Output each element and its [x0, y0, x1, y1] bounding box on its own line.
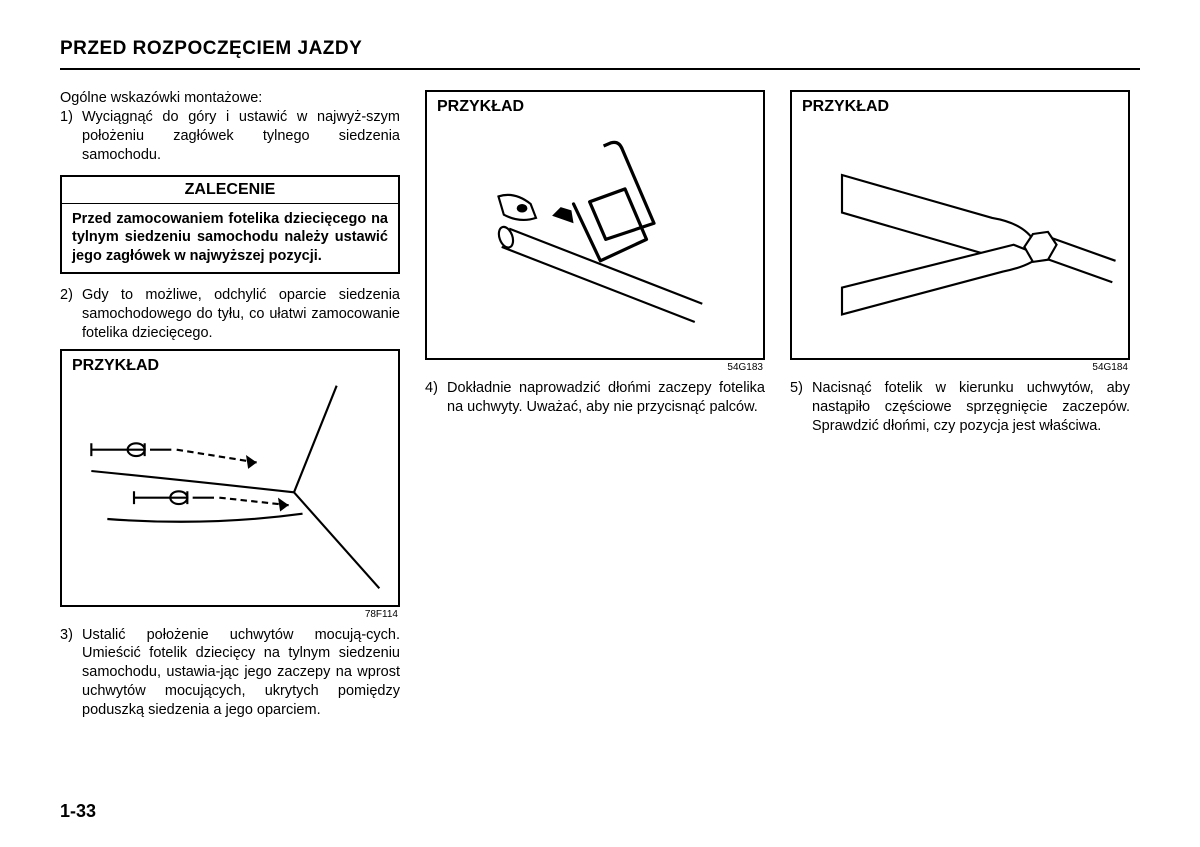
column-3: PRZYKŁAD 54G184 5) Nacisnąć fotelik w ki…	[790, 90, 1130, 726]
list-number: 1)	[60, 108, 82, 165]
list-number: 4)	[425, 379, 447, 417]
column-2: PRZYKŁAD 54G183	[425, 90, 765, 726]
list-text: Nacisnąć fotelik w kierunku uchwytów, ab…	[812, 379, 1130, 436]
column-1: Ogólne wskazówki montażowe: 1) Wyciągnąć…	[60, 90, 400, 726]
figure-code: 54G184	[790, 362, 1130, 373]
figure-label: PRZYKŁAD	[792, 92, 1128, 116]
list-item-2: 2) Gdy to możliwe, odchylić oparcie sied…	[60, 286, 400, 343]
figure-illustration	[427, 116, 763, 352]
content-area: Ogólne wskazówki montażowe: 1) Wyciągnąć…	[60, 90, 1140, 726]
figure-box-2: PRZYKŁAD	[425, 90, 765, 360]
header-divider	[60, 68, 1140, 70]
figure-illustration	[792, 116, 1128, 352]
figure-label: PRZYKŁAD	[62, 351, 398, 375]
list-number: 5)	[790, 379, 812, 436]
figure-label: PRZYKŁAD	[427, 92, 763, 116]
list-item-1: 1) Wyciągnąć do góry i ustawić w najwyż-…	[60, 108, 400, 165]
list-text: Dokładnie naprowadzić dłońmi zaczepy fot…	[447, 379, 765, 417]
figure-code: 54G183	[425, 362, 765, 373]
notice-box: ZALECENIE Przed zamocowaniem fotelika dz…	[60, 175, 400, 275]
list-number: 3)	[60, 626, 82, 720]
figure-illustration	[62, 375, 398, 599]
list-item-3: 3) Ustalić położenie uchwytów mocują-cyc…	[60, 626, 400, 720]
list-number: 2)	[60, 286, 82, 343]
page-number: 1-33	[60, 801, 96, 822]
intro-text: Ogólne wskazówki montażowe:	[60, 90, 400, 106]
notice-body: Przed zamocowaniem fotelika dziecięcego …	[62, 204, 398, 273]
list-item-4: 4) Dokładnie naprowadzić dłońmi zaczepy …	[425, 379, 765, 417]
list-text: Ustalić położenie uchwytów mocują-cych. …	[82, 626, 400, 720]
notice-title: ZALECENIE	[62, 177, 398, 204]
figure-box-1: PRZYKŁAD	[60, 349, 400, 607]
list-text: Wyciągnąć do góry i ustawić w najwyż-szy…	[82, 108, 400, 165]
figure-code: 78F114	[60, 609, 400, 620]
list-text: Gdy to możliwe, odchylić oparcie siedzen…	[82, 286, 400, 343]
figure-box-3: PRZYKŁAD	[790, 90, 1130, 360]
page-header: PRZED ROZPOCZĘCIEM JAZDY	[60, 38, 1140, 60]
list-item-5: 5) Nacisnąć fotelik w kierunku uchwytów,…	[790, 379, 1130, 436]
